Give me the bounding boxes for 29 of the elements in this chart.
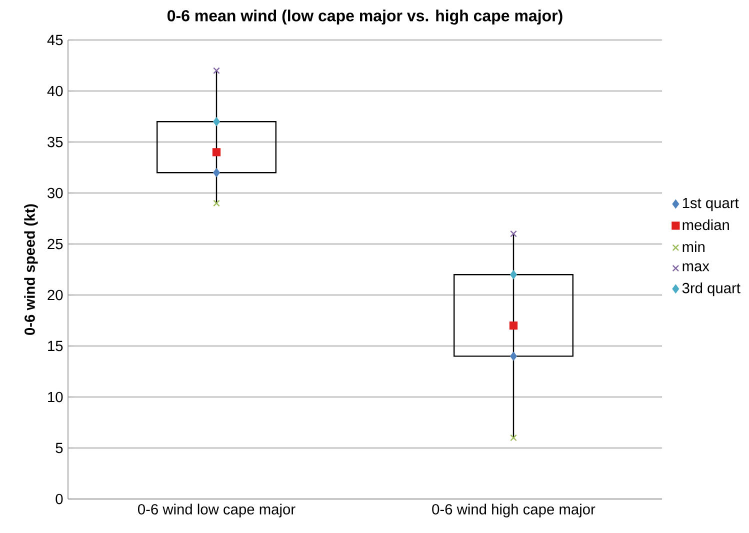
- y-tick-label: 35: [48, 136, 63, 148]
- point: [510, 270, 517, 279]
- point: [509, 322, 518, 330]
- chart-title: 0-6 mean wind (low cape major vs. high cape major): [168, 10, 562, 25]
- point: [510, 352, 517, 361]
- x-tick-label: 0-6 wind low cape major: [138, 504, 296, 518]
- point: [212, 148, 221, 156]
- point: [213, 67, 220, 74]
- y-axis-title: 0-6 wind speed (kt): [24, 204, 38, 335]
- legend-label: 3rd quart: [682, 282, 740, 296]
- y-tick-label: 15: [48, 340, 63, 352]
- point: [213, 168, 220, 177]
- y-tick-label: 45: [47, 34, 63, 46]
- point: [510, 230, 517, 238]
- y-tick-label: 30: [48, 188, 63, 198]
- point: [213, 117, 220, 126]
- y-tick-label: 10: [48, 392, 63, 402]
- y-tick-label: 5: [56, 442, 63, 454]
- point: [213, 200, 220, 207]
- legend-label: max: [682, 263, 710, 272]
- y-tick-label: 20: [48, 290, 63, 300]
- x-tick-label: 0-6 wind high cape major: [432, 504, 596, 518]
- y-tick-label: 0: [56, 494, 63, 504]
- y-tick-label: 25: [48, 238, 63, 250]
- legend-label: min: [682, 241, 704, 252]
- legend-label: median: [682, 219, 729, 230]
- y-tick-label: 40: [47, 86, 63, 96]
- point: [510, 434, 517, 442]
- legend-label: 1st quart: [682, 198, 739, 212]
